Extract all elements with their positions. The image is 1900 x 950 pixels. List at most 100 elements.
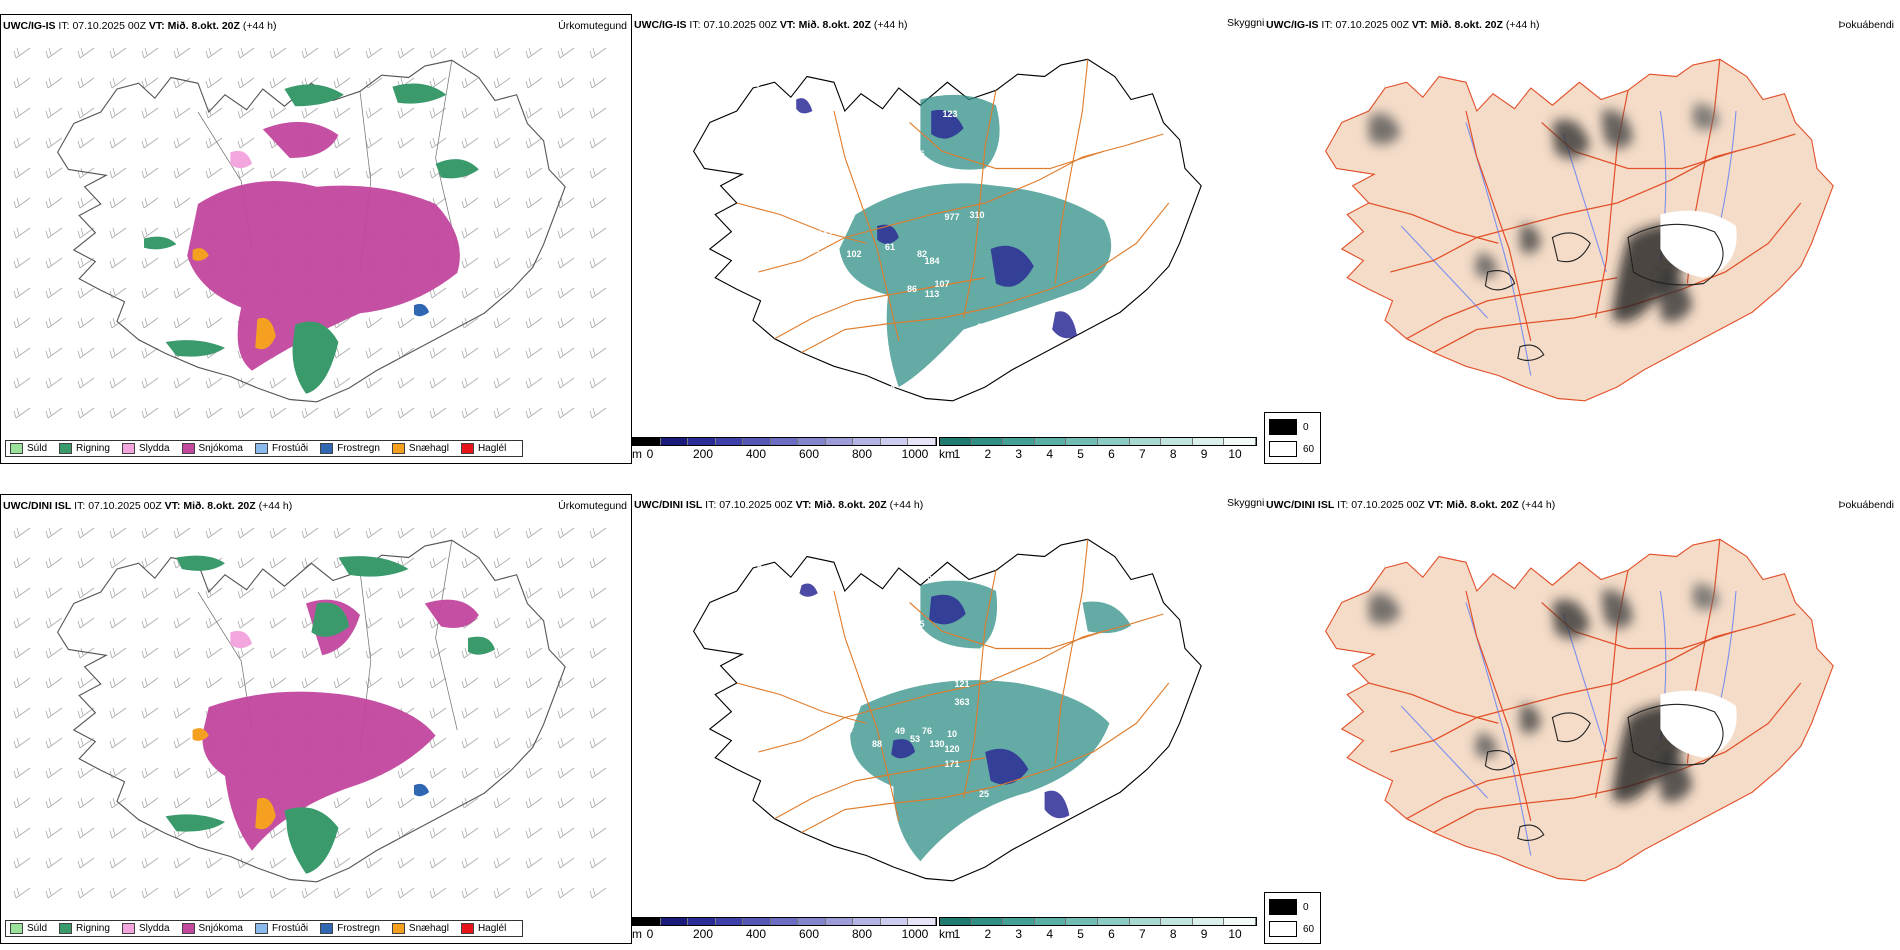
fog-area	[1368, 593, 1402, 625]
wind-barb	[173, 167, 191, 179]
boundary-line	[435, 60, 458, 251]
wind-barb	[173, 707, 191, 719]
wind-barb	[525, 197, 543, 209]
wind-barb	[77, 347, 95, 359]
cloud-base-area	[799, 583, 818, 597]
colorbar-unit: km	[939, 447, 955, 461]
legend-item: Snjókoma	[181, 443, 243, 454]
fog-legend-item: 60	[1269, 441, 1316, 457]
colorbar-tick-label: 600	[798, 927, 820, 941]
colorbar-segment	[1003, 438, 1035, 445]
legend-item: Slydda	[121, 443, 170, 454]
wind-barb	[77, 377, 95, 389]
wind-barb	[525, 827, 543, 839]
wind-barb	[493, 317, 511, 329]
cloud-base-label: 10	[947, 729, 957, 739]
wind-barb	[77, 197, 95, 209]
wind-barb	[13, 857, 31, 869]
wind-barb	[525, 857, 543, 869]
iceland-outline	[56, 59, 566, 403]
wind-barb	[237, 677, 255, 689]
rain-area	[338, 556, 409, 577]
wind-barb	[589, 227, 607, 239]
wind-barb	[13, 377, 31, 389]
wind-barb	[525, 77, 543, 89]
wind-barb	[493, 227, 511, 239]
visibility-area	[839, 183, 1112, 387]
wind-barb	[589, 197, 607, 209]
colorbar-tick-label: 5	[1077, 447, 1084, 461]
wind-barb	[589, 257, 607, 269]
wind-barb	[525, 797, 543, 809]
wind-barb	[109, 347, 127, 359]
wind-barb	[141, 677, 159, 689]
wind-barb	[493, 377, 511, 389]
wind-barb	[429, 407, 447, 419]
wind-barb	[45, 767, 63, 779]
road-line	[801, 682, 1170, 834]
wind-barb	[397, 587, 415, 599]
road-line	[963, 570, 997, 799]
wind-barb	[429, 137, 447, 149]
wind-barb	[173, 227, 191, 239]
wind-barb	[461, 767, 479, 779]
wind-barb	[589, 137, 607, 149]
wind-barb	[397, 887, 415, 899]
wind-barb	[525, 557, 543, 569]
cloud-base-label: 13	[877, 844, 887, 854]
wind-barb	[525, 47, 543, 59]
legend-item: Snæhagl	[391, 923, 449, 934]
wind-barb	[461, 287, 479, 299]
wind-barb	[13, 557, 31, 569]
wind-barb	[557, 407, 575, 419]
wind-barb	[13, 887, 31, 899]
product-name: Úrkomutegund	[558, 20, 627, 32]
wind-barb	[397, 647, 415, 659]
cloud-base-colorbar: m 0 200 400 600 800 1000	[632, 437, 937, 463]
wind-barb	[493, 617, 511, 629]
wind-barb	[333, 797, 351, 809]
cloud-base-label: 53	[910, 734, 920, 744]
precip-legend: Súld Rigning Slydda Snjókoma Frostúði Frostre…	[5, 440, 524, 457]
road-line	[1465, 590, 1532, 822]
sleet-area	[230, 630, 253, 649]
cloud-base-area	[931, 109, 964, 139]
rain-area	[392, 83, 447, 104]
wind-barb	[141, 557, 159, 569]
cloud-base-area	[929, 594, 966, 625]
fog-legend-swatch	[1269, 419, 1297, 435]
colorbar-segment	[1034, 438, 1067, 445]
wind-barb	[557, 527, 575, 539]
wind-barb	[77, 587, 95, 599]
wind-barb	[461, 887, 479, 899]
wind-barb	[205, 887, 223, 899]
precip-map-canvas	[13, 527, 607, 899]
colorbar-segment	[633, 918, 661, 925]
wind-barb	[397, 857, 415, 869]
legend-label: Snæhagl	[408, 443, 449, 454]
wind-barb	[173, 257, 191, 269]
road-line	[774, 277, 986, 340]
wind-barb	[13, 527, 31, 539]
wind-barb	[77, 317, 95, 329]
fog-legend-label: 60	[1303, 923, 1315, 935]
panel-title: UWC/DINI ISL IT: 07.10.2025 00Z VT: Mið.…	[1266, 499, 1556, 511]
colorbar-tick-label: 2	[984, 447, 992, 461]
wind-barb	[45, 287, 63, 299]
wind-barb	[237, 47, 255, 59]
graupel-area	[192, 728, 209, 741]
wind-barb	[557, 137, 575, 149]
colorbar-segment	[715, 438, 744, 445]
cloud-base-label: 85	[1057, 599, 1067, 609]
wind-barb	[461, 257, 479, 269]
colorbar-tick-label: 0	[646, 927, 654, 941]
fog-map-canvas	[1324, 58, 1834, 402]
colorbar-segment	[1161, 438, 1193, 445]
wind-barb	[173, 587, 191, 599]
wind-barb	[493, 77, 511, 89]
wind-barb	[493, 527, 511, 539]
legend-label: Frostregn	[337, 923, 380, 934]
panel-title: UWC/IG-IS IT: 07.10.2025 00Z VT: Mið. 8.…	[1266, 19, 1540, 31]
legend-label: Snjókoma	[198, 443, 243, 454]
colorbar-segment	[743, 438, 771, 445]
